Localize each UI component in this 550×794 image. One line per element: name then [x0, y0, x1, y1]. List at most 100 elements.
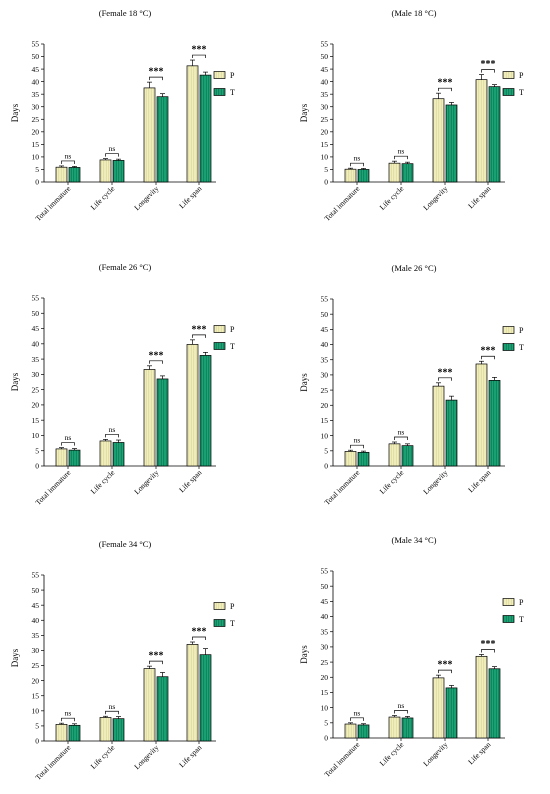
y-tick-label: 55: [321, 295, 329, 304]
y-tick-label: 40: [32, 340, 40, 349]
bar-t: [199, 355, 212, 467]
bar-p: [143, 87, 156, 183]
significance-bracket: [149, 76, 163, 81]
chart-title: (Female 18 °C): [99, 8, 152, 18]
significance-label: ns: [109, 144, 116, 153]
y-tick-label: 40: [32, 77, 40, 86]
bar-p: [388, 716, 401, 739]
legend-swatch-p: [213, 325, 226, 333]
y-tick-label: 40: [32, 616, 40, 625]
bar-p: [186, 644, 199, 742]
bar-t: [488, 380, 501, 467]
bar-p: [55, 724, 68, 742]
y-tick-label: 35: [32, 355, 40, 364]
y-tick-label: 0: [35, 178, 39, 187]
significance-label: ***: [149, 651, 164, 662]
bar-p: [432, 385, 445, 467]
x-tick-label: Longevity: [421, 740, 449, 768]
y-tick-label: 0: [324, 178, 328, 187]
significance-label: ns: [354, 436, 361, 445]
y-tick-label: 0: [324, 462, 328, 471]
chart-title: (Male 18 °C): [392, 8, 437, 18]
significance-bracket: [438, 87, 452, 92]
y-tick-label: 5: [35, 165, 39, 174]
y-tick-label: 35: [32, 631, 40, 640]
y-tick-label: 30: [321, 643, 329, 652]
x-tick-label: Life span: [466, 468, 492, 494]
legend-label: P: [519, 326, 524, 335]
y-tick-label: 5: [35, 722, 39, 731]
y-axis-label: Days: [299, 103, 309, 122]
legend-swatch-t: [213, 619, 226, 627]
x-tick-label: Life cycle: [378, 184, 406, 212]
bar-p: [186, 65, 199, 183]
significance-bracket: [105, 710, 119, 715]
bar-t: [68, 724, 81, 742]
significance-label: ***: [481, 59, 496, 70]
y-tick-label: 50: [32, 52, 40, 61]
bar-t: [156, 96, 169, 183]
y-tick-label: 35: [321, 355, 329, 364]
legend-swatch-t: [502, 88, 515, 96]
bar-p: [344, 723, 357, 739]
significance-bracket: [394, 436, 408, 441]
y-tick-label: 45: [32, 601, 40, 610]
x-tick-label: Total immature: [323, 468, 362, 507]
chart-panel-6: (Male 34 °C) Days 0 5 10 15 20 25 30 35 40 45 50 55 To…: [299, 535, 524, 779]
bar-t: [112, 442, 125, 467]
bar-t: [156, 378, 169, 467]
y-tick-label: 25: [321, 658, 329, 667]
y-tick-label: 5: [324, 447, 328, 456]
y-tick-label: 20: [32, 401, 40, 410]
y-tick-label: 5: [324, 719, 328, 728]
bar-t: [199, 74, 212, 183]
y-tick-label: 0: [324, 734, 328, 743]
x-tick-label: Life span: [177, 468, 203, 494]
y-tick-label: 25: [32, 115, 40, 124]
y-tick-label: 45: [32, 324, 40, 333]
significance-bracket: [350, 717, 364, 721]
bar-t: [488, 86, 501, 183]
significance-label: ***: [192, 627, 207, 638]
legend-swatch-p: [213, 602, 226, 610]
bar-t: [199, 654, 212, 742]
x-tick-label: Life span: [177, 184, 203, 210]
significance-label: ***: [438, 367, 453, 378]
x-tick-label: Life span: [466, 184, 492, 210]
significance-bracket: [192, 334, 206, 338]
x-tick-label: Life cycle: [89, 184, 117, 212]
y-tick-label: 15: [32, 140, 40, 149]
y-tick-label: 15: [321, 140, 329, 149]
significance-bracket: [149, 660, 163, 665]
significance-bracket: [394, 155, 408, 160]
y-tick-label: 25: [321, 386, 329, 395]
y-tick-label: 40: [321, 77, 329, 86]
bar-p: [432, 677, 445, 739]
significance-label: ns: [65, 151, 72, 160]
y-tick-label: 15: [321, 688, 329, 697]
bar-t: [112, 160, 125, 183]
legend-label: T: [519, 615, 524, 624]
y-tick-label: 30: [321, 371, 329, 380]
significance-bracket: [105, 153, 119, 157]
legend-swatch-p: [213, 71, 226, 79]
bar-t: [445, 687, 458, 739]
chart-title: (Male 26 °C): [392, 263, 437, 273]
chart-title: (Male 34 °C): [392, 535, 437, 545]
bar-p: [99, 717, 112, 742]
x-tick-label: Life cycle: [378, 740, 406, 768]
y-tick-label: 55: [321, 567, 329, 576]
y-tick-label: 40: [321, 612, 329, 621]
significance-bracket: [438, 377, 452, 381]
x-tick-label: Total immature: [34, 743, 73, 782]
y-tick-label: 30: [321, 102, 329, 111]
x-tick-label: Total immature: [34, 468, 73, 507]
y-tick-label: 50: [321, 310, 329, 319]
significance-bracket: [350, 162, 364, 167]
significance-label: ***: [438, 660, 453, 671]
y-tick-label: 0: [35, 462, 39, 471]
y-tick-label: 20: [321, 401, 329, 410]
y-tick-label: 55: [32, 40, 40, 49]
chart-panel-2: (Male 18 °C) Days 0 5 10 15 20 25 30 35 40 45 50 55 To…: [299, 8, 524, 223]
significance-bracket: [149, 360, 163, 364]
